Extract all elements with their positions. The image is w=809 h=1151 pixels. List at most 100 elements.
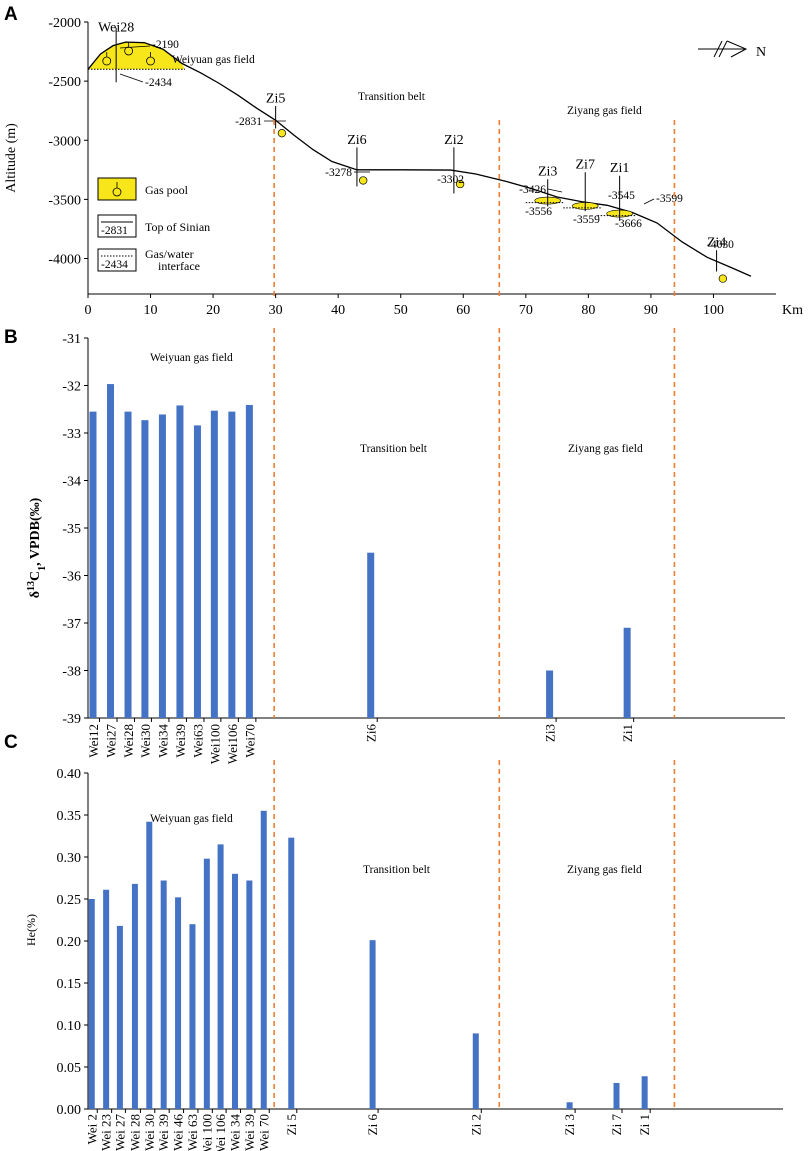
- bar-d13c1: [176, 405, 184, 718]
- y-title-1: 1: [37, 566, 48, 571]
- panel-b-y-tick-label: -39: [62, 712, 81, 727]
- panel-a-y-tick-label: -2500: [48, 75, 81, 90]
- bar-helium: [217, 844, 224, 1109]
- panel-b-category-label: Wei34: [155, 724, 170, 758]
- bar-helium: [203, 858, 210, 1109]
- bar-d13c1: [158, 414, 166, 718]
- panel-a-altitude-profile: -2000 -2500 -3000 -3500 -4000 0 10 20 30 40 50 60 70…: [4, 16, 803, 318]
- panel-c-category-label: Zi 1: [637, 1114, 652, 1135]
- panel-c-helium: 0.00 0.05 0.10 0.15 0.20 0.25 0.30 0.35 0.40 Wei …: [24, 767, 783, 1151]
- panel-b-category-label: Wei106: [225, 724, 240, 765]
- legend-top-of-sinian-box: [97, 214, 137, 238]
- y-title-rest: , VPDB(‰): [28, 497, 43, 566]
- bar-d13c1: [141, 420, 149, 718]
- panel-c-category-label: Wei 100: [199, 1114, 214, 1151]
- panel-c-category-label: Wei 46: [171, 1114, 186, 1151]
- top-of-sinian-profile-line: [87, 41, 752, 277]
- panel-c-category-label: Zi 3: [562, 1114, 577, 1135]
- panel-letter-b: B: [4, 327, 18, 348]
- well-label: Wei28: [98, 20, 134, 35]
- panel-b-category-label: Zi1: [620, 724, 635, 742]
- depth-leader-line: [643, 198, 655, 205]
- panel-b-category-label: Wei63: [190, 724, 205, 758]
- legend-gas-water-label-line2: interface: [158, 259, 200, 273]
- bar-d13c1: [228, 411, 236, 718]
- panel-c-y-tick-label: 0.00: [57, 1103, 82, 1118]
- panel-a-x-tick-label: 90: [644, 303, 658, 318]
- legend-gas-water-sample: -2434: [101, 259, 128, 271]
- legend-gas-water-box: [97, 248, 137, 272]
- north-arrow-tick-1: [713, 40, 723, 58]
- legend-gas-bubble-icon: [112, 187, 122, 197]
- bar-helium: [472, 1033, 479, 1109]
- panel-a-x-tick-label: 70: [519, 303, 533, 318]
- panel-b-category-label: Wei12: [86, 724, 101, 758]
- panel-a-x-tick-label: 60: [456, 303, 470, 318]
- bar-helium: [175, 897, 182, 1109]
- panel-a-y-tick-label: -4000: [48, 253, 81, 268]
- panel-a-x-tick-label: 40: [331, 303, 345, 318]
- panel-a-content: Wei28 Zi5 Zi6 Zi2 Zi3 Zi7 Zi1 Zi4 -2190 -2434 -283…: [87, 20, 752, 283]
- bar-helium: [369, 940, 376, 1109]
- panel-c-y-tick-label: 0.20: [57, 935, 82, 950]
- depth-leader-line: [119, 73, 144, 83]
- panel-b-category-label: Zi3: [543, 724, 558, 742]
- depth-label: -3426: [519, 184, 546, 196]
- panel-b-category-label: Wei100: [207, 724, 222, 764]
- panel-c-category-label: Wei 106: [213, 1114, 228, 1151]
- depth-label: -3302: [437, 174, 464, 186]
- depth-label: -2831: [235, 116, 262, 128]
- panel-b-y-tick-label: -36: [62, 570, 81, 585]
- bar-d13c1: [210, 410, 218, 718]
- panel-b-y-tick-label: -37: [62, 617, 81, 632]
- depth-label: -3545: [608, 190, 635, 202]
- region-label-ziyang: Ziyang gas field: [567, 105, 642, 117]
- panel-b-y-tick-label: -32: [62, 380, 81, 395]
- well-label: Zi3: [538, 165, 557, 180]
- well-label: Zi6: [347, 133, 366, 148]
- panel-c-category-label: Wei 63: [185, 1114, 200, 1151]
- panel-c-category-label: Zi 7: [609, 1114, 624, 1136]
- gas-show-bubble-icon: [718, 274, 727, 283]
- bar-d13c1: [245, 404, 253, 718]
- panel-b-y-tick-label: -35: [62, 522, 81, 537]
- well-label: Zi2: [444, 133, 463, 148]
- bar-helium: [146, 821, 153, 1109]
- depth-label: -3556: [525, 206, 552, 218]
- field-boundaries: [273, 120, 676, 1109]
- panel-a-x-tick-label: 0: [85, 303, 92, 318]
- depth-label: -2434: [145, 77, 172, 89]
- bar-helium: [641, 1076, 648, 1109]
- panel-b-category-label: Wei30: [138, 724, 153, 758]
- panel-c-category-label: Wei 23: [99, 1114, 114, 1151]
- depth-leader-line: [119, 45, 151, 49]
- panel-letter-c: C: [4, 732, 18, 753]
- panel-a-y-tick-label: -2000: [48, 16, 81, 31]
- panel-a-legend: Gas pool -2831 Top of Sinian -2434 Gas/w…: [97, 177, 210, 273]
- panel-b-category-label: Wei27: [104, 724, 119, 758]
- bar-helium: [131, 883, 138, 1109]
- gas-bubble-icon: [146, 56, 155, 66]
- panel-b-y-tick-label: -31: [62, 332, 81, 347]
- bar-helium: [566, 1102, 573, 1109]
- depth-leader-line: [547, 188, 563, 193]
- panel-a-x-tick-label: 50: [394, 303, 408, 318]
- panel-c-region-transition: Transition belt: [363, 864, 431, 876]
- north-label: N: [756, 45, 766, 60]
- panel-b-category-label: Wei39: [173, 724, 188, 758]
- bar-helium: [231, 873, 238, 1109]
- panel-c-category-label: Wei 34: [227, 1114, 242, 1151]
- panel-a-x-tick-label: 20: [206, 303, 220, 318]
- panel-c-bars: [88, 810, 648, 1109]
- panel-c-y-tick-label: 0.10: [57, 1019, 82, 1034]
- depth-label: -3278: [325, 167, 352, 179]
- y-title-13: 13: [26, 581, 37, 591]
- panel-b-y-tick-label: -34: [62, 475, 81, 490]
- north-arrow: N: [698, 40, 766, 60]
- north-arrow-head: [726, 40, 748, 58]
- bar-d13c1: [89, 411, 97, 718]
- panel-b-region-weiyuan: Weiyuan gas field: [150, 352, 233, 364]
